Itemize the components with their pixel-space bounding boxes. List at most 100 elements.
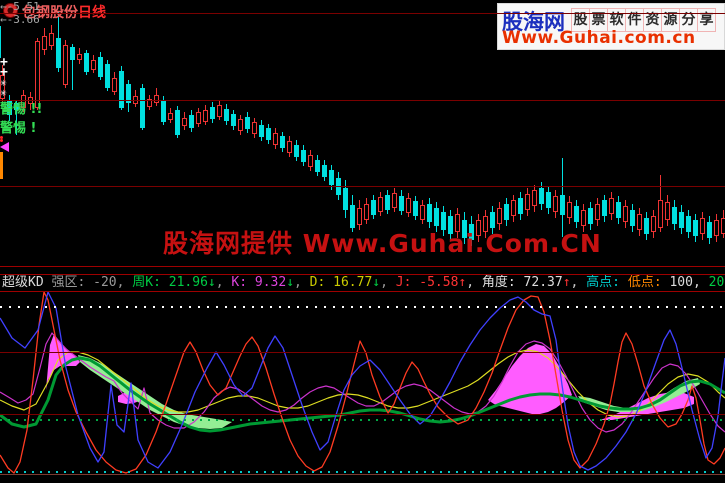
candle-body (119, 71, 124, 108)
candle-body (434, 208, 439, 226)
candle-body (504, 204, 509, 220)
indicator-value-token: 角度: 72.37 (481, 275, 563, 290)
candle-body (182, 118, 187, 126)
logo-url-link[interactable]: Www.Guhai.com.cn (502, 28, 696, 48)
pane-separator-line (0, 274, 725, 275)
logo-slogan-char: 享 (697, 8, 716, 32)
candle-body (581, 210, 586, 226)
signal-marker: ✳ (0, 86, 7, 99)
candle-body (280, 136, 285, 148)
indicator-value-token: , (215, 275, 232, 290)
candle-body (112, 78, 117, 92)
pane-separator-line (0, 266, 725, 267)
candle-gridline (0, 13, 725, 14)
candle-body (49, 33, 54, 46)
indicator-value-token: 高点: (586, 275, 628, 290)
candle-body (70, 47, 75, 60)
candle-body (553, 196, 558, 212)
guhai-logo: 股海网 股票软件资源分享 Www.Guhai.com.cn (497, 3, 725, 50)
candle-body (532, 190, 537, 206)
candle-body (168, 113, 173, 120)
candle-body (637, 214, 642, 230)
indicator-value-token: 20, (708, 275, 725, 290)
indicator-value-token: K: 9.32 (231, 275, 287, 290)
warning-label: 警惕 !! (0, 102, 43, 117)
candle-wick (16, 100, 17, 135)
candle-body (273, 133, 278, 145)
indicator-value-token: , (570, 275, 587, 290)
logo-site-name: 股海网 (502, 10, 565, 34)
indicator-value-token: ↓ (207, 275, 216, 290)
signal-marker: ✳ (0, 76, 7, 89)
candle-body (616, 202, 621, 218)
candle-body (714, 220, 719, 236)
annotation-tick-line (0, 26, 1, 58)
indicator-value-token: ↑ (562, 275, 571, 290)
indicator-gridline (0, 414, 725, 415)
indicator-lower-dotted-line (0, 419, 725, 421)
candle-body (560, 195, 565, 215)
candle-body (371, 200, 376, 215)
candle-body (287, 141, 292, 153)
pink-triangle-marker (0, 142, 9, 152)
indicator-value-token: 周K: 21.96 (132, 275, 208, 290)
candle-body (322, 165, 327, 177)
candle-body (413, 201, 418, 216)
axis-orange-tick (0, 170, 3, 179)
candle-body (294, 145, 299, 157)
indicator-value-token: J: -5.58 (395, 275, 459, 290)
indicator-value-token: ↓ (372, 275, 381, 290)
candle-body (238, 119, 243, 131)
candle-body (623, 206, 628, 222)
candle-body (546, 192, 551, 208)
indicator-value-token: , (294, 275, 310, 290)
candle-body (56, 38, 61, 68)
candle-body (609, 198, 614, 214)
candlestick-pane[interactable] (0, 0, 725, 266)
bottom-axis-dotted-line (0, 471, 725, 473)
candle-body (518, 198, 523, 214)
candle-body (651, 216, 656, 232)
candle-body (665, 202, 670, 220)
candle-body (105, 64, 110, 88)
candle-body (441, 212, 446, 230)
indicator-value-token: 低点: (627, 275, 670, 290)
candle-body (679, 212, 684, 228)
candle-body (84, 53, 89, 72)
candle-body (392, 193, 397, 208)
indicator-upper-dotted-line (0, 306, 725, 308)
candle-wick (72, 44, 73, 90)
candle-body (0, 75, 5, 99)
candle-body (448, 216, 453, 234)
logo-slogan: 股票软件资源分享 (571, 8, 716, 32)
indicator-gridline (0, 352, 725, 353)
candle-body (406, 198, 411, 213)
candle-body (693, 220, 698, 236)
candle-body (378, 197, 383, 212)
candle-body (364, 204, 369, 220)
candle-body (721, 218, 725, 234)
indicator-value-token: 100, (669, 275, 709, 290)
signal-marker: + (0, 55, 8, 70)
candle-body (259, 125, 264, 137)
signal-marker: + (0, 65, 8, 80)
candle-body (231, 114, 236, 126)
candle-body (7, 100, 12, 115)
candle-body (35, 41, 40, 108)
candle-body (539, 188, 544, 204)
candle-body (315, 160, 320, 172)
candle-body (497, 208, 502, 224)
candle-body (189, 115, 194, 128)
candle-body (224, 109, 229, 121)
candle-body (595, 204, 600, 220)
candle-body (21, 95, 26, 108)
warning-label: 警惕 ! (0, 121, 37, 136)
axis-orange-tick (0, 152, 3, 161)
candle-body (399, 196, 404, 211)
candle-body (658, 200, 663, 228)
watermark-text: 股海网提供 Www.Guhai.Com.CN (163, 229, 602, 258)
candle-body (462, 220, 467, 238)
candle-body (469, 224, 474, 240)
